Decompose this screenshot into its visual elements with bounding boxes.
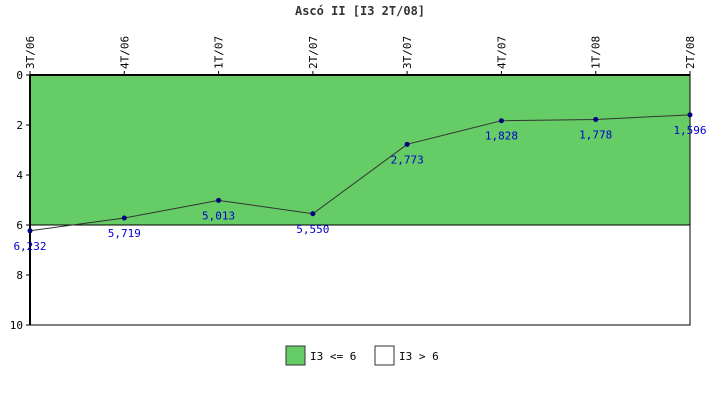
- legend-swatch: [285, 345, 306, 366]
- data-label: 6,232: [13, 240, 46, 253]
- y-tick-label: 2: [16, 119, 23, 132]
- y-tick-label: 4: [16, 169, 23, 182]
- series-line: [29, 114, 691, 232]
- x-tick-label: 1T/08: [590, 36, 603, 69]
- legend-label: I3 > 6: [399, 350, 439, 363]
- data-label: 2,773: [391, 153, 424, 166]
- data-point: [404, 141, 410, 147]
- x-tick-label: 3T/06: [24, 36, 37, 69]
- legend-label: I3 <= 6: [310, 350, 356, 363]
- y-tick-label: 10: [10, 319, 23, 332]
- x-tick-label: 2T/07: [307, 36, 320, 69]
- data-label: 1,828: [485, 130, 518, 143]
- legend-swatch: [374, 345, 395, 366]
- data-point: [27, 228, 33, 234]
- data-point: [121, 215, 127, 221]
- band-within-limit: [30, 75, 690, 225]
- data-point: [593, 116, 599, 122]
- x-axis-ticks: 3T/06 4T/06 1T/07 2T/07 3T/07 4T/07 1T/08 2T/08: [24, 36, 697, 75]
- chart-title: Ascó II [I3 2T/08]: [295, 4, 425, 18]
- legend: I3 <= 6 I3 > 6: [285, 345, 439, 366]
- y-axis-ticks: 0 2 4 6 8 10: [10, 69, 30, 332]
- x-tick-label: 4T/07: [495, 36, 508, 69]
- axes: [29, 74, 691, 326]
- x-tick-label: 3T/07: [401, 36, 414, 69]
- data-label: 5,550: [296, 223, 329, 236]
- data-point: [310, 211, 316, 217]
- data-label: 5,013: [202, 209, 235, 222]
- data-label: 1,778: [579, 128, 612, 141]
- y-tick-label: 6: [16, 219, 23, 232]
- x-tick-label: 2T/08: [684, 36, 697, 69]
- y-tick-label: 0: [16, 69, 23, 82]
- y-tick-label: 8: [16, 269, 23, 282]
- x-tick-label: 4T/06: [118, 36, 131, 69]
- data-label: 1,596: [673, 124, 706, 137]
- data-label: 5,719: [108, 227, 141, 240]
- x-tick-label: 1T/07: [213, 36, 226, 69]
- data-point: [687, 112, 693, 118]
- data-point: [216, 197, 222, 203]
- data-point: [498, 118, 504, 124]
- band-above-limit: [30, 225, 690, 325]
- series-group: 6,232 5,719 5,013 5,550 2,773 1,828 1,778 1,596: [13, 112, 707, 253]
